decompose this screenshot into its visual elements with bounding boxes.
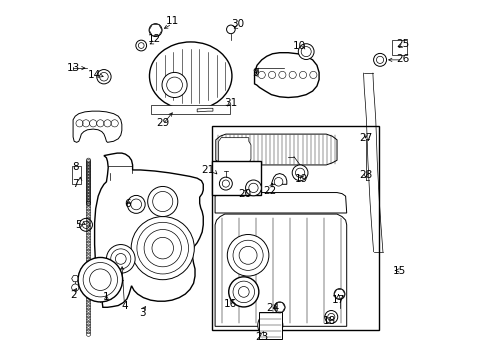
- Circle shape: [327, 314, 334, 320]
- Text: 3: 3: [139, 309, 145, 318]
- Text: 25: 25: [396, 40, 409, 49]
- Polygon shape: [149, 24, 162, 36]
- Circle shape: [222, 180, 229, 187]
- Polygon shape: [215, 214, 346, 326]
- Bar: [258, 312, 282, 338]
- Circle shape: [324, 311, 337, 323]
- Polygon shape: [72, 275, 79, 282]
- Circle shape: [227, 234, 268, 276]
- Text: 10: 10: [292, 41, 305, 50]
- Circle shape: [233, 281, 254, 303]
- Polygon shape: [271, 174, 286, 184]
- Circle shape: [97, 69, 111, 84]
- Circle shape: [238, 287, 249, 297]
- Circle shape: [257, 313, 282, 338]
- Text: 17: 17: [331, 295, 345, 305]
- Text: 14: 14: [88, 70, 101, 80]
- Text: 23: 23: [255, 332, 268, 342]
- Bar: [72, 166, 81, 184]
- Circle shape: [131, 217, 194, 280]
- Circle shape: [228, 277, 258, 307]
- Circle shape: [131, 199, 142, 210]
- Circle shape: [239, 246, 257, 264]
- Circle shape: [152, 237, 173, 259]
- Polygon shape: [215, 134, 336, 165]
- Text: 7: 7: [72, 179, 79, 189]
- Polygon shape: [94, 153, 203, 307]
- Circle shape: [80, 219, 92, 231]
- Text: 20: 20: [238, 189, 251, 199]
- Circle shape: [110, 249, 131, 269]
- Circle shape: [233, 240, 263, 270]
- Circle shape: [89, 269, 111, 291]
- Circle shape: [137, 222, 188, 274]
- Circle shape: [149, 24, 162, 37]
- Text: 22: 22: [263, 186, 276, 197]
- Polygon shape: [333, 289, 344, 299]
- Circle shape: [72, 284, 79, 291]
- Circle shape: [144, 229, 181, 267]
- Text: 8: 8: [72, 162, 79, 172]
- Text: 9: 9: [252, 68, 259, 78]
- Text: 19: 19: [294, 174, 307, 184]
- Polygon shape: [215, 193, 346, 213]
- Text: 28: 28: [358, 170, 371, 180]
- Circle shape: [376, 56, 383, 63]
- Circle shape: [226, 25, 235, 34]
- Bar: [212, 161, 260, 195]
- Circle shape: [373, 53, 386, 66]
- Circle shape: [162, 72, 187, 98]
- Text: 30: 30: [231, 19, 244, 29]
- Polygon shape: [274, 303, 285, 312]
- Text: 11: 11: [165, 17, 178, 27]
- Polygon shape: [151, 105, 230, 114]
- Circle shape: [301, 46, 310, 57]
- Circle shape: [245, 180, 261, 196]
- Circle shape: [274, 177, 282, 186]
- Circle shape: [115, 253, 126, 264]
- Circle shape: [83, 262, 117, 297]
- Circle shape: [127, 195, 145, 213]
- Text: 6: 6: [124, 199, 131, 210]
- Text: 26: 26: [396, 54, 409, 64]
- Text: 13: 13: [66, 63, 80, 73]
- Circle shape: [333, 289, 344, 300]
- Bar: [211, 126, 379, 330]
- Text: 2: 2: [70, 291, 76, 301]
- Text: 31: 31: [224, 98, 237, 108]
- Circle shape: [166, 77, 182, 93]
- Circle shape: [274, 302, 285, 313]
- Circle shape: [82, 221, 89, 228]
- Text: 15: 15: [392, 266, 405, 276]
- Text: 12: 12: [147, 35, 161, 44]
- Circle shape: [295, 168, 304, 177]
- Circle shape: [147, 186, 178, 217]
- Circle shape: [298, 44, 313, 59]
- Polygon shape: [254, 53, 319, 98]
- Polygon shape: [218, 138, 250, 163]
- Circle shape: [78, 257, 122, 302]
- Circle shape: [106, 244, 135, 273]
- Circle shape: [100, 72, 108, 81]
- Polygon shape: [197, 108, 212, 112]
- Text: 24: 24: [265, 303, 279, 314]
- Bar: [391, 40, 406, 55]
- Polygon shape: [73, 111, 122, 142]
- Text: 5: 5: [75, 220, 82, 230]
- Circle shape: [292, 165, 307, 181]
- Text: 16: 16: [224, 299, 237, 309]
- Text: 1: 1: [103, 292, 109, 302]
- Circle shape: [138, 42, 144, 48]
- Circle shape: [219, 177, 232, 190]
- Text: 18: 18: [323, 316, 336, 325]
- Text: 27: 27: [358, 133, 371, 143]
- Circle shape: [248, 183, 258, 193]
- Text: 21: 21: [201, 165, 214, 175]
- Text: 4: 4: [121, 301, 127, 311]
- Circle shape: [152, 192, 172, 212]
- Circle shape: [136, 40, 146, 51]
- Text: 29: 29: [156, 118, 169, 128]
